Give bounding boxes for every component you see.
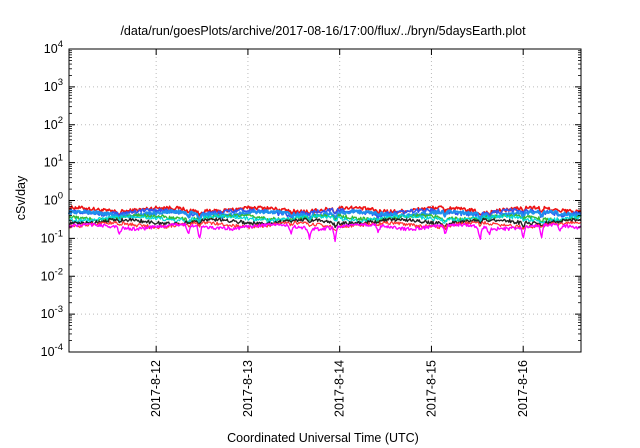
chart-title: /data/run/goesPlots/archive/2017-08-16/1… bbox=[120, 24, 526, 38]
y-tick-label: 102 bbox=[44, 115, 63, 132]
x-tick-labels: 2017-8-12 2017-8-13 2017-8-14 2017-8-15 2017… bbox=[149, 360, 530, 417]
gridlines bbox=[69, 49, 581, 352]
x-tick-label: 2017-8-15 bbox=[424, 360, 438, 417]
x-tick-label: 2017-8-14 bbox=[333, 360, 347, 417]
y-tick-label: 103 bbox=[44, 77, 63, 94]
x-tick-label: 2017-8-13 bbox=[241, 360, 255, 417]
y-tick-label: 10-4 bbox=[41, 342, 63, 359]
x-axis-label: Coordinated Universal Time (UTC) bbox=[227, 431, 419, 445]
y-tick-labels: 10-4 10-3 10-2 10-1 100 101 102 103 104 bbox=[41, 39, 63, 359]
series-line bbox=[68, 220, 582, 232]
series-line bbox=[68, 217, 582, 229]
x-tick-label: 2017-8-16 bbox=[516, 360, 530, 417]
y-tick-label: 101 bbox=[44, 153, 63, 170]
ticks bbox=[69, 48, 581, 353]
y-tick-label: 104 bbox=[44, 39, 63, 56]
series-line bbox=[68, 214, 582, 225]
x-tick-label: 2017-8-12 bbox=[149, 360, 163, 417]
y-tick-label: 10-3 bbox=[41, 304, 63, 321]
y-tick-label: 100 bbox=[44, 191, 63, 208]
y-tick-label: 10-2 bbox=[41, 266, 63, 283]
y-axis-label: cSv/day bbox=[14, 175, 28, 220]
series-line bbox=[68, 222, 582, 243]
series-lines bbox=[67, 205, 582, 243]
y-tick-label: 10-1 bbox=[41, 228, 63, 245]
